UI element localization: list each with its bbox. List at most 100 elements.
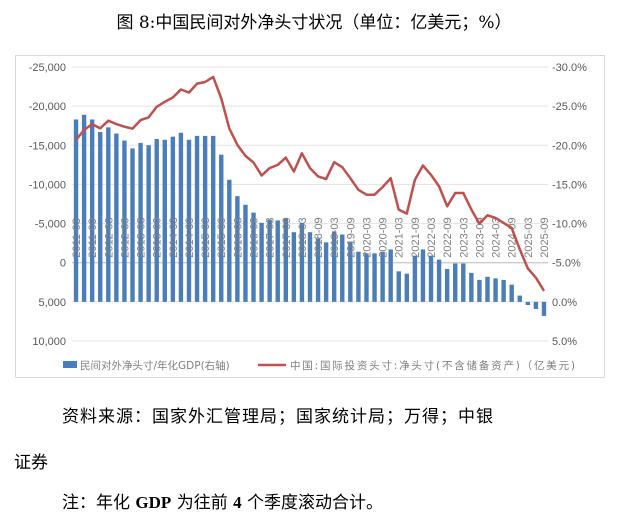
note-suffix: 个季度滚动合计。 [241, 493, 384, 513]
x-tick-label: 2020-09 [378, 217, 390, 257]
note-text: 注：年化 GDP 为往前 4 个季度滚动合计。 [62, 488, 383, 513]
bar [178, 132, 184, 302]
bar [348, 241, 353, 302]
x-tick-label: 2020-03 [361, 217, 373, 257]
x-tick-label: 2022-03 [426, 217, 438, 257]
bar [267, 219, 272, 302]
bar [202, 135, 208, 302]
bar [396, 271, 401, 302]
x-tick-label: 2023-09 [474, 217, 486, 257]
x-tick-label: 2015-03 [200, 217, 212, 257]
bar [154, 139, 159, 302]
bar [493, 278, 498, 302]
x-tick-label: 2016-09 [249, 217, 261, 257]
source-text-cont: 证券 [14, 453, 48, 473]
bar [130, 148, 135, 302]
x-tick-label: 2025-03 [523, 217, 535, 257]
note-gdp: GDP [135, 493, 172, 512]
bar [170, 136, 176, 302]
x-tick-label: 2023-03 [458, 217, 470, 257]
bar [533, 301, 539, 309]
chart-frame [15, 55, 605, 378]
bar [98, 131, 103, 302]
bar [428, 255, 434, 302]
bar [380, 251, 385, 302]
x-tick-label: 2025-09 [539, 217, 551, 257]
left-tick-label: -20,000 [29, 101, 66, 113]
right-tick-label: -15.0% [552, 179, 587, 191]
chart: -25,000 -20,000 -15,000 -10,000 -5,000 0 5,000… [29, 62, 587, 372]
bar [509, 284, 514, 302]
x-tick-label: 2022-09 [442, 217, 454, 257]
bar [501, 279, 506, 302]
right-tick-label: -5.0% [552, 258, 581, 270]
note-mid: 为往前 [171, 493, 234, 513]
bar [340, 234, 345, 302]
bar [106, 127, 111, 302]
right-tick-label: -30.0% [552, 62, 587, 74]
bar [210, 135, 216, 302]
bar [122, 140, 127, 302]
note-prefix: 注：年化 [62, 493, 136, 513]
right-tick-label: -20.0% [552, 140, 587, 152]
x-tick-label: 2013-09 [152, 217, 164, 257]
line-series [75, 75, 546, 292]
x-tick-label: 2019-09 [345, 217, 357, 257]
left-tick-label: 10,000 [32, 336, 66, 348]
bar [81, 114, 87, 302]
bar [485, 276, 490, 302]
bar [477, 279, 482, 302]
left-tick-label: -25,000 [29, 62, 66, 74]
x-tick-label: 2015-09 [216, 217, 228, 257]
source-text: 资料来源：国家外汇管理局；国家统计局；万得；中银 [62, 407, 494, 427]
bar [162, 139, 167, 302]
right-tick-label: 5.0% [552, 336, 577, 348]
bar [114, 133, 119, 302]
bar [453, 263, 458, 302]
x-tick-label: 2021-03 [394, 217, 406, 257]
bar [138, 142, 143, 302]
x-tick-label: 2024-09 [507, 217, 519, 257]
x-tick-label: 2024-03 [491, 217, 503, 257]
x-tick-label: 2014-03 [168, 217, 180, 257]
left-tick-label: -15,000 [29, 140, 66, 152]
bar [461, 263, 466, 302]
bar [275, 220, 280, 302]
x-tick-label: 2012-09 [119, 217, 131, 257]
bar [517, 295, 522, 302]
bar [372, 253, 377, 302]
bar [364, 253, 369, 302]
right-tick-label: -25.0% [552, 101, 587, 113]
legend-bar-swatch [63, 361, 77, 368]
legend-bar-label: 民间对外净头寸/年化GDP(右轴) [80, 359, 230, 372]
x-tick-label: 2012-03 [103, 217, 115, 257]
bar [299, 222, 305, 302]
right-tick-label: -10.0% [552, 219, 587, 231]
figure-title: 图 8:中国民间对外净头寸状况（单位：亿美元；%） [116, 13, 512, 33]
bar [444, 268, 450, 302]
left-tick-label: 5,000 [38, 297, 66, 309]
bar [420, 249, 426, 302]
x-tick-label: 2018-03 [297, 217, 309, 257]
left-tick-label: -5,000 [35, 219, 66, 231]
x-tick-label: 2018-09 [313, 217, 325, 257]
x-tick-label: 2014-09 [184, 217, 196, 257]
bar [323, 242, 329, 302]
bar [541, 301, 547, 316]
bar [404, 273, 410, 302]
x-tick-label: 2017-03 [265, 217, 277, 257]
bar [291, 232, 297, 302]
bar [243, 204, 248, 302]
x-tick-label: 2017-09 [281, 217, 293, 257]
x-tick-label: 2019-03 [329, 217, 341, 257]
bar [89, 119, 95, 302]
bar [469, 272, 474, 302]
right-tick-label: 0.0% [552, 297, 577, 309]
bar [388, 249, 393, 302]
x-tick-label: 2021-09 [410, 217, 422, 257]
legend-line-label: 中国:国际投资头寸:净头寸(不含储备资产)（亿美元) [290, 359, 575, 372]
bar [227, 179, 232, 302]
bar [283, 218, 288, 302]
bar [525, 301, 531, 305]
bar [412, 255, 418, 302]
